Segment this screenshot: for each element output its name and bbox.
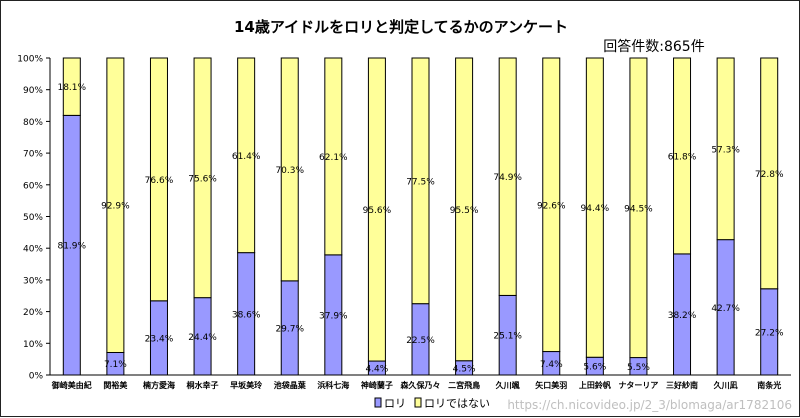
x-tick-label: 御崎美由紀: [51, 380, 92, 390]
bar-segment-ロリではない: [455, 57, 474, 362]
data-label: 92.6%: [537, 201, 566, 211]
data-label: 42.7%: [711, 304, 740, 314]
y-tick-label: 80%: [23, 118, 43, 128]
legend: ロリ ロリではない: [374, 397, 490, 410]
chart-subtitle: 回答件数:865件: [603, 38, 704, 55]
x-tick-label: ナターリア: [618, 380, 658, 390]
x-tick-label: 久川凪: [713, 380, 738, 390]
x-tick-label: 浜科七海: [317, 380, 349, 390]
y-tick-label: 90%: [23, 86, 43, 96]
x-tick-label: 神崎蘭子: [361, 380, 393, 390]
x-tick-label: 三好紗南: [666, 380, 698, 390]
bar-segment-ロリではない: [367, 57, 386, 362]
y-tick-label: 50%: [23, 213, 43, 223]
x-tick-label: 上田鈴帆: [579, 380, 611, 390]
y-tick-label: 10%: [23, 340, 43, 350]
legend-label: ロリ: [384, 397, 406, 410]
bar-segment-ロリではない: [716, 57, 735, 241]
data-label: 5.5%: [627, 363, 650, 373]
data-label: 4.4%: [365, 365, 388, 375]
data-label: 4.5%: [453, 364, 476, 374]
x-axis: 御崎美由紀 関裕美 楠方愛海 桐水幸子 早坂美玲 池袋晶葉 浜科七海 神崎蘭子 森久保乃々 二宮飛…: [50, 374, 791, 390]
bar-segment-ロリではない: [237, 57, 256, 254]
data-label: 94.4%: [581, 204, 610, 214]
x-tick-label: 関裕美: [103, 380, 128, 390]
data-label: 92.9%: [101, 202, 130, 212]
data-label: 38.6%: [232, 310, 261, 320]
bar-segment-ロリではない: [542, 57, 561, 353]
y-tick-label: 60%: [23, 181, 43, 191]
bar-segment-ロリではない: [629, 57, 648, 359]
data-label: 7.4%: [540, 360, 563, 370]
data-label: 23.4%: [145, 334, 174, 344]
data-label: 5.6%: [583, 363, 606, 373]
data-label: 7.1%: [104, 360, 127, 370]
data-label: 75.6%: [188, 174, 217, 184]
data-label: 25.1%: [493, 332, 522, 342]
x-tick-label: 池袋晶葉: [274, 380, 307, 390]
bar-segment-ロリではない: [585, 57, 604, 358]
data-label: 57.3%: [711, 145, 740, 155]
x-tick-label: 矢口美羽: [535, 380, 567, 390]
bar-segment-ロリではない: [673, 57, 692, 255]
data-label: 62.1%: [319, 153, 348, 163]
data-label: 76.6%: [145, 176, 174, 186]
bar-segment-ロリではない: [106, 57, 125, 353]
bar-segment-ロリではない: [193, 57, 212, 299]
x-tick-label: 桐水幸子: [187, 380, 219, 390]
data-label: 81.9%: [57, 242, 86, 252]
data-label: 29.7%: [275, 324, 304, 334]
bar-segment-ロリではない: [411, 57, 430, 305]
data-label: 74.9%: [493, 173, 522, 183]
chart-title: 14歳アイドルをロリと判定してるかのアンケート: [234, 18, 568, 36]
y-tick-label: 30%: [23, 276, 43, 286]
x-tick-label: 早坂美玲: [230, 380, 263, 390]
x-tick-label: 森久保乃々: [401, 380, 441, 390]
bar-segment-ロリではない: [62, 57, 81, 116]
data-label: 70.3%: [275, 166, 304, 176]
legend-swatch: [374, 397, 382, 408]
legend-label: ロリではない: [424, 397, 490, 410]
x-tick-label: 二宮飛鳥: [448, 380, 480, 390]
bar-segment-ロリではない: [498, 57, 517, 296]
data-label: 94.5%: [624, 204, 653, 214]
data-label: 61.8%: [668, 152, 697, 162]
bar-segment-ロリではない: [280, 57, 299, 282]
data-label: 22.5%: [406, 336, 435, 346]
x-tick-label: 楠方愛海: [142, 380, 175, 390]
plot-area: 81.9% 18.1% 7.1% 92.9% 23.4% 76.6% 24.4% 75.6% 3…: [57, 57, 784, 376]
y-tick-label: 40%: [23, 245, 43, 255]
bar-segment-ロリではない: [324, 57, 343, 256]
x-tick-label: 久川颯: [495, 380, 520, 390]
data-label: 38.2%: [668, 311, 697, 321]
data-label: 95.6%: [363, 206, 392, 216]
y-tick-label: 70%: [23, 150, 43, 160]
data-label: 77.5%: [406, 177, 435, 187]
data-label: 27.2%: [755, 328, 784, 338]
y-tick-label: 0%: [29, 372, 44, 382]
y-axis: 0% 10% 20% 30% 40% 50% 60% 70% 80% 90% 100%: [17, 55, 51, 382]
y-tick-label: 100%: [17, 55, 43, 65]
data-label: 61.4%: [232, 152, 261, 162]
data-label: 95.5%: [450, 206, 479, 216]
x-tick-label: 南条光: [757, 380, 781, 390]
y-tick-label: 20%: [23, 308, 43, 318]
data-label: 72.8%: [755, 170, 784, 180]
data-label: 18.1%: [57, 83, 86, 93]
watermark-text: https://ch.nicovideo.jp/2_3/blomaga/ar17…: [507, 398, 792, 412]
bar-segment-ロリではない: [760, 57, 779, 290]
data-label: 24.4%: [188, 333, 217, 343]
legend-swatch: [414, 397, 422, 408]
bar-segment-ロリではない: [149, 57, 168, 302]
data-label: 37.9%: [319, 311, 348, 321]
